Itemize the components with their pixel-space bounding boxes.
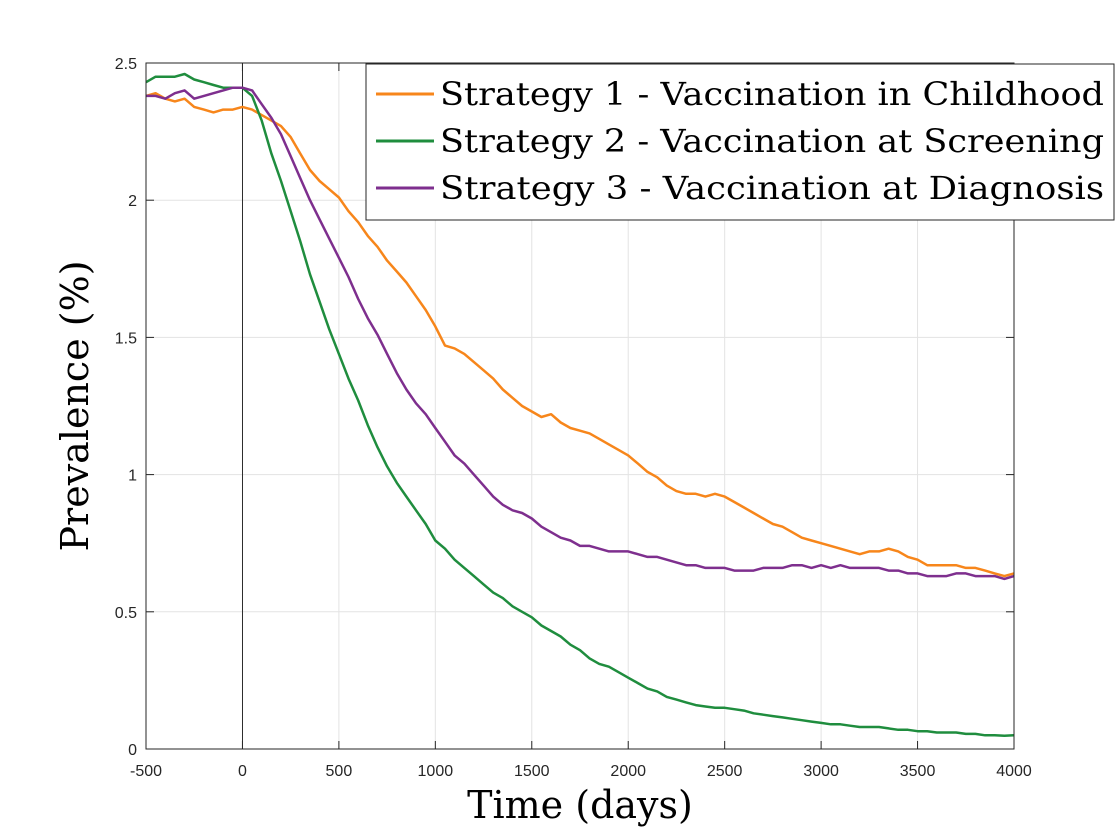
x-axis-label: Time (days) <box>467 783 693 827</box>
series-line-strategy-3 <box>146 86 1015 581</box>
y-tick-labels: 0 0.5 1 1.5 2 2.5 <box>115 56 137 759</box>
legend-label-strategy-3: Strategy 3 - Vaccination at Diagnosis <box>440 169 1104 207</box>
x-tick-label: 0 <box>238 763 247 780</box>
y-tick-label: 2.5 <box>115 56 137 73</box>
x-tick-label: 3500 <box>900 763 936 780</box>
y-axis-label: Prevalence (%) <box>53 260 97 551</box>
legend: Strategy 1 - Vaccination in Childhood Str… <box>365 63 1115 221</box>
series-line-strategy-1 <box>145 91 1015 578</box>
x-tick-label: 1000 <box>418 763 454 780</box>
x-tick-label: 4000 <box>996 763 1032 780</box>
legend-label-strategy-2: Strategy 2 - Vaccination at Screening <box>440 122 1104 160</box>
y-tick-label: 0.5 <box>115 605 137 622</box>
y-tick-label: 1.5 <box>115 330 137 347</box>
plot-frame <box>145 62 1015 750</box>
x-tick-label: 3000 <box>803 763 839 780</box>
y-tick-label: 2 <box>128 193 137 210</box>
series-line-strategy-2 <box>145 72 1015 738</box>
y-tick-label: 1 <box>128 468 137 485</box>
series-lines <box>145 72 1015 738</box>
legend-box <box>365 63 1115 221</box>
y-tick-label: 0 <box>128 742 137 759</box>
x-tick-label: 2000 <box>610 763 646 780</box>
x-tick-label: 500 <box>326 763 353 780</box>
x-tick-label: 2500 <box>707 763 743 780</box>
x-tick-label: 1500 <box>514 763 550 780</box>
x-tick-labels: -500 0 500 1000 1500 2000 2500 3000 3500 4000 <box>130 763 1032 780</box>
legend-label-strategy-1: Strategy 1 - Vaccination in Childhood <box>440 75 1104 113</box>
x-tick-label: -500 <box>130 763 162 780</box>
